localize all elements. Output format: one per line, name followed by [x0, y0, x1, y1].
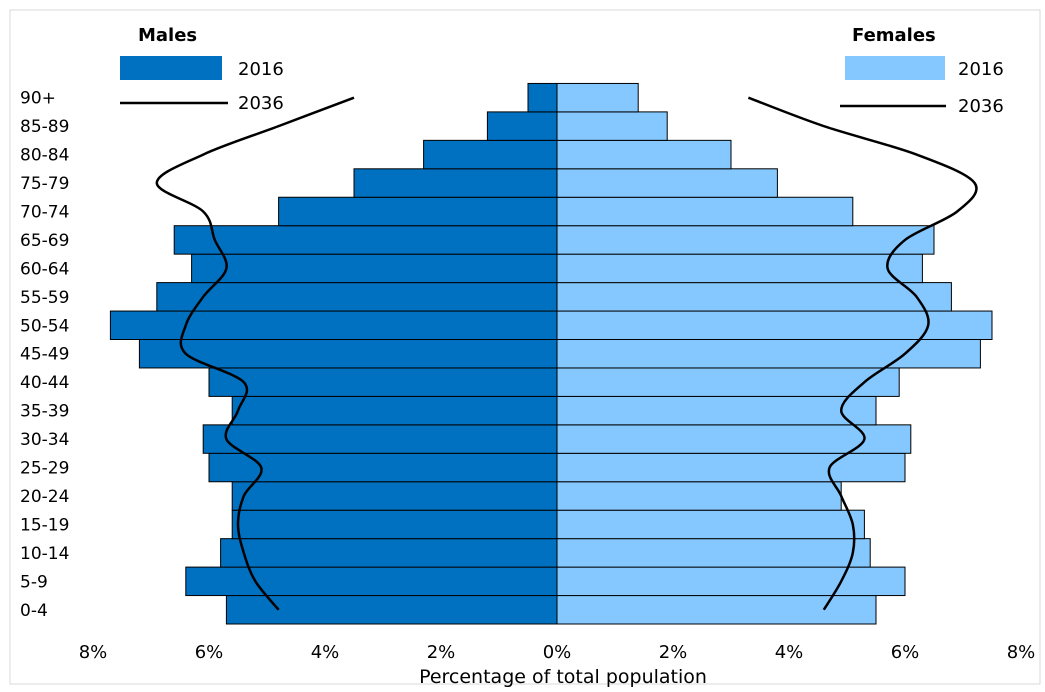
female-bar-10-14	[556, 538, 871, 568]
male-bar-75-79	[353, 168, 558, 198]
female-bar-45-49	[556, 339, 981, 369]
female-bar-30-34	[556, 424, 912, 454]
female-bar-20-24	[556, 481, 842, 511]
female-bar-90+	[556, 82, 639, 113]
lines-layer	[155, 96, 978, 611]
age-label-75-79: 75-79	[20, 174, 69, 194]
age-label-60-64: 60-64	[20, 259, 69, 279]
age-label-45-49: 45-49	[20, 345, 69, 365]
age-label-85-89: 85-89	[20, 117, 69, 137]
male-bar-35-39	[231, 395, 558, 426]
legend-males-2016-label: 2016	[238, 59, 284, 80]
male-bar-50-54	[109, 310, 558, 340]
legend-females-2016-label: 2016	[958, 59, 1004, 80]
female-bar-15-19	[556, 509, 865, 540]
male-2036-line	[155, 96, 355, 611]
x-tick-4: 0%	[543, 642, 572, 663]
x-tick-6: 4%	[775, 642, 804, 663]
female-bar-5-9	[556, 566, 906, 597]
legend-males: Males 2016 2036	[120, 25, 284, 114]
female-bar-40-44	[556, 367, 900, 397]
x-tick-5: 2%	[659, 642, 688, 663]
legend-females-2036-label: 2036	[958, 96, 1004, 117]
bars-layer	[109, 82, 993, 625]
female-bar-65-69	[556, 225, 935, 255]
x-tick-0: 8%	[79, 642, 108, 663]
legend-females-title: Females	[852, 25, 936, 46]
age-label-5-9: 5-9	[20, 572, 48, 592]
female-bar-25-29	[556, 452, 906, 483]
male-bar-60-64	[191, 253, 558, 284]
age-label-30-34: 30-34	[20, 430, 69, 450]
male-bar-0-4	[225, 595, 558, 625]
legend-females: Females 2016 2036	[840, 25, 1004, 117]
legend-females-2016-swatch	[845, 56, 945, 80]
age-label-40-44: 40-44	[20, 373, 69, 393]
male-bar-40-44	[208, 367, 558, 397]
female-bar-85-89	[556, 111, 668, 141]
age-label-50-54: 50-54	[20, 316, 69, 336]
age-label-90+: 90+	[20, 89, 56, 109]
male-bar-15-19	[231, 509, 558, 540]
male-bar-20-24	[231, 481, 558, 511]
age-label-35-39: 35-39	[20, 402, 69, 422]
age-label-25-29: 25-29	[20, 459, 69, 479]
age-label-10-14: 10-14	[20, 544, 69, 564]
male-bar-70-74	[278, 196, 558, 227]
x-tick-2: 4%	[311, 642, 340, 663]
x-tick-8: 8%	[1007, 642, 1036, 663]
male-bar-85-89	[486, 111, 558, 141]
legend-males-title: Males	[138, 25, 197, 46]
x-tick-1: 6%	[195, 642, 224, 663]
female-bar-70-74	[556, 196, 854, 227]
male-bar-30-34	[202, 424, 558, 454]
age-group-labels: 0-4 5-9 10-14 15-19 20-24 25-29 30-34 35-39 40-4…	[20, 89, 69, 621]
female-bar-0-4	[556, 595, 877, 625]
female-bar-55-59	[556, 282, 952, 312]
age-label-20-24: 20-24	[20, 487, 69, 507]
x-tick-7: 6%	[891, 642, 920, 663]
male-bar-10-14	[220, 538, 558, 568]
male-bar-80-84	[423, 139, 558, 170]
legend-males-2036-label: 2036	[238, 93, 284, 114]
x-tick-3: 2%	[427, 642, 456, 663]
male-bar-5-9	[185, 566, 558, 597]
female-bar-60-64	[556, 253, 923, 284]
x-axis-title: Percentage of total population	[419, 666, 707, 688]
female-bar-80-84	[556, 139, 732, 170]
x-tick-labels: 8% 6% 4% 2% 0% 2% 4% 6% 8%	[79, 642, 1036, 663]
male-bar-90+	[527, 82, 558, 113]
age-label-0-4: 0-4	[20, 601, 48, 621]
male-bar-55-59	[156, 282, 558, 312]
age-label-80-84: 80-84	[20, 146, 69, 166]
female-bar-35-39	[556, 395, 877, 426]
female-2036-line	[747, 96, 978, 611]
age-label-15-19: 15-19	[20, 515, 69, 535]
female-bar-75-79	[556, 168, 778, 198]
legend-males-2016-swatch	[120, 56, 222, 80]
male-bar-65-69	[173, 225, 558, 255]
age-label-55-59: 55-59	[20, 288, 69, 308]
male-bar-25-29	[208, 452, 558, 483]
age-label-70-74: 70-74	[20, 202, 69, 222]
age-label-65-69: 65-69	[20, 231, 69, 251]
